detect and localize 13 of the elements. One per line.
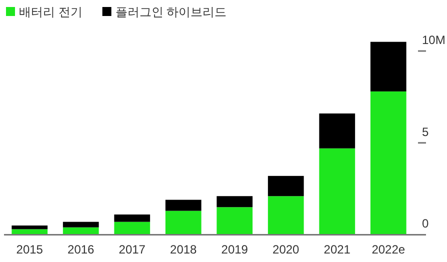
x-tick-label: 2020: [272, 242, 300, 257]
x-tick-label: 2022e: [372, 242, 406, 257]
x-tick-label: 2019: [221, 242, 248, 257]
x-tick-label: 2015: [16, 242, 44, 257]
legend-label: 배터리 전기: [19, 5, 82, 19]
y-tick-label: 0: [422, 216, 429, 231]
y-tick-label: 10M: [422, 33, 446, 48]
y-tick-label: 5: [422, 124, 429, 139]
x-tick-label: 2016: [68, 242, 95, 257]
x-tick-label: 2021: [324, 242, 351, 257]
x-tick-label: 2018: [170, 242, 198, 257]
legend-label: 플러그인 하이브리드: [115, 5, 227, 19]
x-tick-label: 2017: [118, 242, 146, 257]
